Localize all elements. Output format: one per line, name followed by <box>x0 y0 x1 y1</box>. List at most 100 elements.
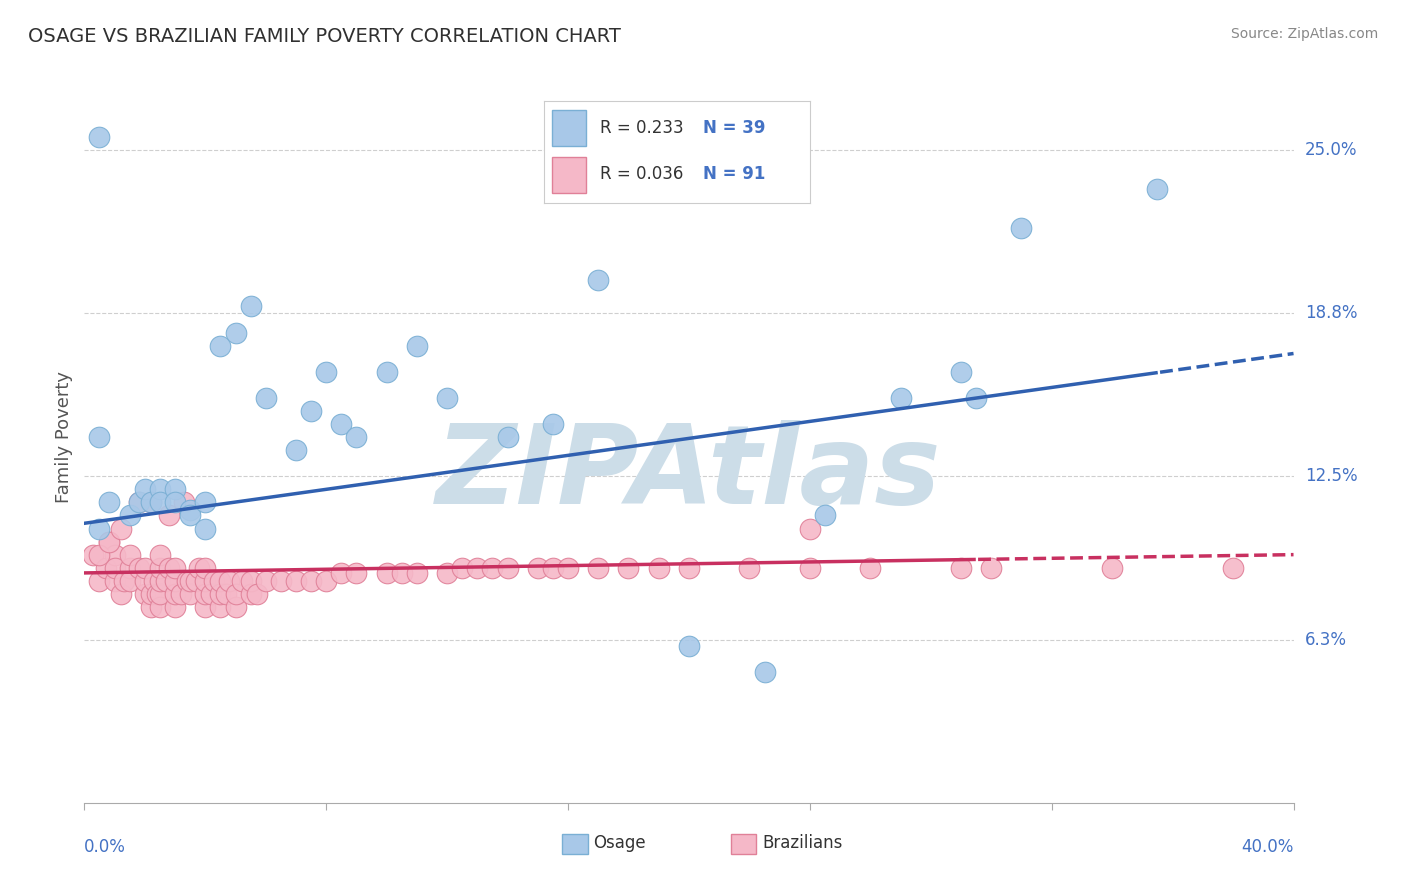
Point <box>139 599 162 614</box>
Point <box>139 495 162 509</box>
Point <box>112 574 135 588</box>
Point <box>139 587 162 601</box>
Point <box>215 587 238 601</box>
Point <box>527 560 550 574</box>
Point <box>209 339 232 353</box>
Point <box>142 574 165 588</box>
Point <box>134 483 156 497</box>
Point <box>149 560 172 574</box>
Point <box>246 587 269 601</box>
Point <box>950 560 973 574</box>
Point <box>231 574 253 588</box>
Point <box>890 391 912 405</box>
Point <box>406 566 429 580</box>
Point <box>225 599 247 614</box>
Point <box>859 560 882 574</box>
Point <box>1011 221 1033 235</box>
Point <box>330 566 353 580</box>
Point <box>218 574 240 588</box>
Point <box>799 560 821 574</box>
Point <box>179 587 201 601</box>
Point <box>128 495 150 509</box>
Point <box>406 339 429 353</box>
Point <box>157 508 180 523</box>
Point <box>557 560 579 574</box>
Point <box>94 560 117 574</box>
Point <box>155 574 177 588</box>
Point <box>738 560 761 574</box>
Point <box>165 560 187 574</box>
Point <box>346 430 368 444</box>
Point <box>375 365 398 379</box>
Point <box>179 503 201 517</box>
Point <box>225 587 247 601</box>
Point <box>165 483 187 497</box>
Text: 40.0%: 40.0% <box>1241 838 1294 855</box>
Point <box>104 560 127 574</box>
Point <box>179 574 201 588</box>
Point <box>110 587 132 601</box>
Point <box>179 508 201 523</box>
Point <box>299 574 322 588</box>
Point <box>97 495 120 509</box>
Point <box>118 508 141 523</box>
Point <box>254 574 277 588</box>
Point <box>128 560 150 574</box>
Point <box>170 587 193 601</box>
Point <box>648 560 671 574</box>
Text: Source: ZipAtlas.com: Source: ZipAtlas.com <box>1230 27 1378 41</box>
Point <box>254 391 277 405</box>
Point <box>814 508 837 523</box>
Point <box>149 599 172 614</box>
Point <box>200 587 222 601</box>
Point <box>149 483 172 497</box>
Point <box>678 560 700 574</box>
Text: ZIPAtlas: ZIPAtlas <box>436 420 942 527</box>
Point <box>134 574 156 588</box>
Point <box>436 391 458 405</box>
Point <box>1222 560 1244 574</box>
Point <box>239 574 262 588</box>
Point <box>128 495 150 509</box>
Point <box>176 574 198 588</box>
Point <box>194 574 217 588</box>
Point <box>89 521 111 535</box>
Point <box>375 566 398 580</box>
Point <box>950 365 973 379</box>
Text: Brazilians: Brazilians <box>762 834 842 852</box>
Point <box>194 560 217 574</box>
Point <box>541 560 564 574</box>
Point <box>209 599 232 614</box>
Point <box>134 587 156 601</box>
Point <box>165 599 187 614</box>
Point <box>225 326 247 340</box>
Text: 0.0%: 0.0% <box>84 838 127 855</box>
Point <box>165 587 187 601</box>
Point <box>165 574 187 588</box>
Point <box>496 430 519 444</box>
Point <box>239 587 262 601</box>
Point <box>617 560 640 574</box>
Point <box>173 495 195 509</box>
Point <box>315 574 337 588</box>
Point <box>104 548 127 562</box>
Point <box>299 404 322 418</box>
Point <box>1101 560 1123 574</box>
Point <box>139 495 162 509</box>
Point <box>436 566 458 580</box>
Text: 18.8%: 18.8% <box>1305 304 1357 322</box>
Point <box>285 574 308 588</box>
Point <box>89 129 111 144</box>
Point <box>149 495 172 509</box>
Point <box>118 548 141 562</box>
Point <box>165 495 187 509</box>
Point <box>754 665 776 680</box>
Point <box>194 599 217 614</box>
Point <box>194 495 217 509</box>
Point <box>194 587 217 601</box>
Point <box>315 365 337 379</box>
Point <box>89 430 111 444</box>
Point <box>239 300 262 314</box>
Point <box>97 534 120 549</box>
Point <box>188 560 211 574</box>
